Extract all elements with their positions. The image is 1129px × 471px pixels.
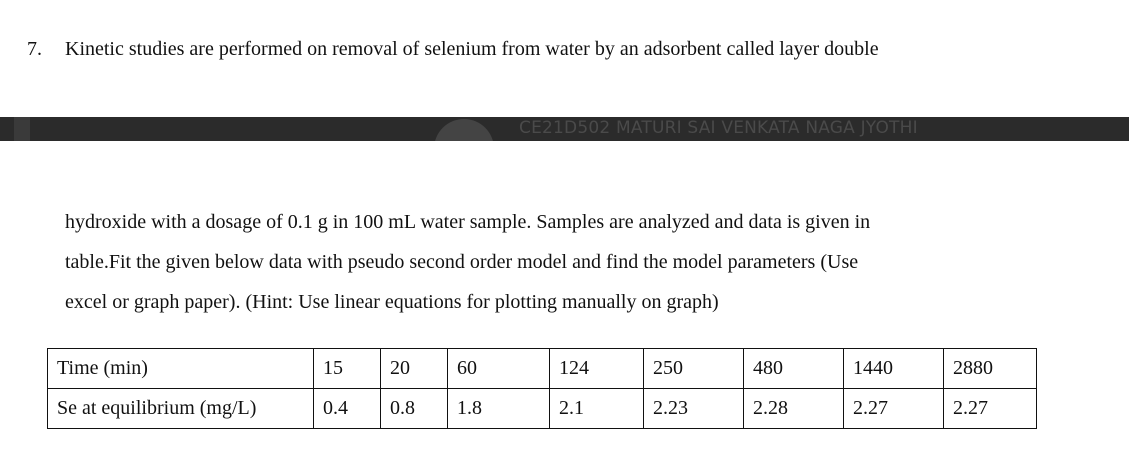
row-header: Time (min) <box>47 348 314 389</box>
question-text: table.Fit the given below data with pseu… <box>65 251 859 273</box>
watermark-name: CE21D502 MATURI SAI VENKATA NAGA JYOTHI <box>519 118 918 138</box>
table-cell: 2.28 <box>743 388 844 429</box>
question-text: excel or graph paper). (Hint: Use linear… <box>65 291 719 313</box>
table-cell: 2.27 <box>843 388 944 429</box>
question-text: hydroxide with a dosage of 0.1 g in 100 … <box>65 211 871 233</box>
question-number: 7. <box>27 38 42 60</box>
avatar <box>434 119 494 141</box>
table-cell: 20 <box>380 348 448 389</box>
table-cell: 480 <box>743 348 844 389</box>
table-cell: 15 <box>313 348 381 389</box>
table-cell: 2.1 <box>549 388 644 429</box>
watermark-banner: CE21D502 MATURI SAI VENKATA NAGA JYOTHI <box>0 117 1129 141</box>
table-cell: 0.4 <box>313 388 381 429</box>
table-row: Se at equilibrium (mg/L) 0.4 0.8 1.8 2.1 2.23… <box>47 388 1037 429</box>
row-header: Se at equilibrium (mg/L) <box>47 388 314 429</box>
table-cell: 1.8 <box>447 388 550 429</box>
table-cell: 2.23 <box>643 388 744 429</box>
table-cell: 0.8 <box>380 388 448 429</box>
table-cell: 2.27 <box>943 388 1037 429</box>
data-table: Time (min) 15 20 60 124 250 480 1440 2880 Se at e… <box>47 348 1037 429</box>
table-cell: 124 <box>549 348 644 389</box>
table-cell: 250 <box>643 348 744 389</box>
table-cell: 60 <box>447 348 550 389</box>
table-cell: 2880 <box>943 348 1037 389</box>
banner-block <box>14 117 30 141</box>
question-text: Kinetic studies are performed on removal… <box>65 38 879 60</box>
table-row: Time (min) 15 20 60 124 250 480 1440 2880 <box>47 348 1037 389</box>
table-cell: 1440 <box>843 348 944 389</box>
